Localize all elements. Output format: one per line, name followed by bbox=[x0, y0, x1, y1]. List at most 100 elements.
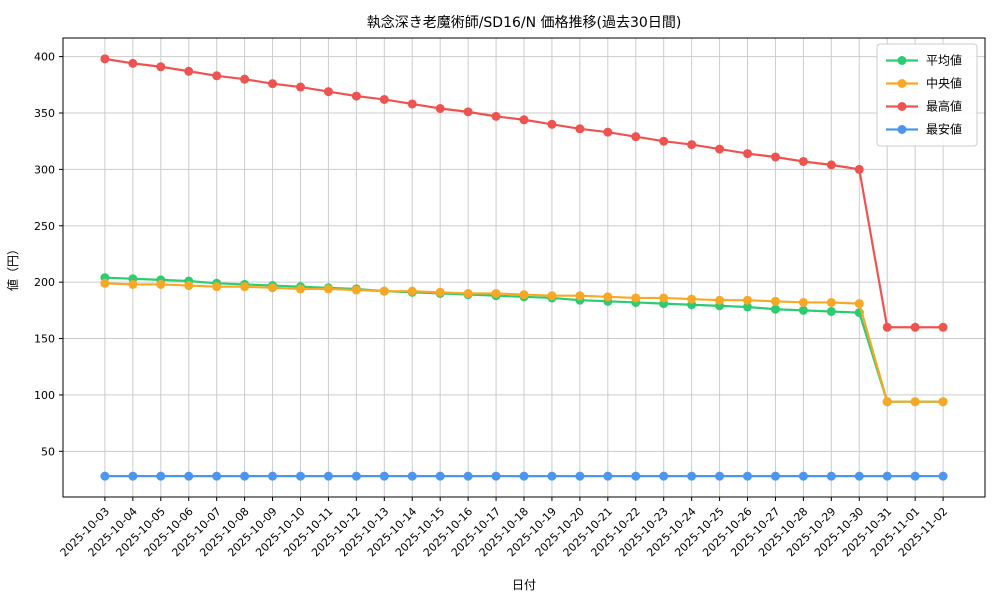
data-point-min bbox=[631, 471, 641, 481]
data-point-min bbox=[603, 471, 613, 481]
data-point-average bbox=[770, 304, 780, 314]
data-point-max bbox=[798, 156, 808, 166]
data-point-max bbox=[547, 119, 557, 129]
data-point-max bbox=[854, 164, 864, 174]
data-point-median bbox=[463, 288, 473, 298]
data-point-max bbox=[910, 322, 920, 332]
data-point-min bbox=[547, 471, 557, 481]
data-point-median bbox=[212, 282, 222, 292]
legend-label-average: 平均値 bbox=[926, 53, 962, 68]
data-point-average bbox=[826, 306, 836, 316]
data-point-min bbox=[659, 471, 669, 481]
y-tick-label: 300 bbox=[34, 163, 55, 176]
data-point-median bbox=[519, 290, 529, 300]
y-tick-label: 350 bbox=[34, 107, 55, 120]
data-point-median bbox=[435, 287, 445, 297]
data-point-min bbox=[379, 471, 389, 481]
data-point-max bbox=[882, 322, 892, 332]
data-point-median bbox=[743, 295, 753, 305]
data-point-max bbox=[184, 66, 194, 76]
data-point-max bbox=[687, 140, 697, 150]
data-point-max bbox=[435, 103, 445, 113]
data-point-median bbox=[351, 285, 361, 295]
legend-marker-average bbox=[897, 56, 907, 65]
data-point-median bbox=[491, 288, 501, 298]
data-point-max bbox=[826, 160, 836, 170]
data-point-median bbox=[240, 282, 250, 292]
data-point-min bbox=[128, 471, 138, 481]
data-point-median bbox=[128, 279, 138, 289]
data-point-min bbox=[715, 471, 725, 481]
data-point-median bbox=[575, 291, 585, 301]
data-point-median bbox=[938, 397, 948, 407]
data-point-min bbox=[407, 471, 417, 481]
data-point-max bbox=[268, 79, 278, 89]
chart-title: 執念深き老魔術師/SD16/N 価格推移(過去30日間) bbox=[367, 14, 682, 31]
data-point-min bbox=[798, 471, 808, 481]
data-point-median bbox=[547, 291, 557, 301]
data-point-median bbox=[100, 278, 110, 288]
data-point-max bbox=[128, 58, 138, 68]
y-tick-label: 250 bbox=[34, 220, 55, 233]
data-point-max bbox=[743, 149, 753, 159]
y-tick-label: 150 bbox=[34, 333, 55, 346]
data-point-max bbox=[156, 62, 166, 72]
data-point-min bbox=[687, 471, 697, 481]
data-point-median bbox=[631, 293, 641, 303]
data-point-median bbox=[854, 299, 864, 309]
data-point-median bbox=[407, 286, 417, 296]
data-point-median bbox=[156, 279, 166, 289]
data-point-max bbox=[212, 71, 222, 81]
data-point-median bbox=[268, 283, 278, 293]
data-point-min bbox=[435, 471, 445, 481]
data-point-max bbox=[519, 115, 529, 125]
data-point-median bbox=[295, 284, 305, 294]
data-point-min bbox=[938, 471, 948, 481]
data-point-median bbox=[798, 297, 808, 307]
data-point-average bbox=[798, 305, 808, 315]
legend-box bbox=[876, 43, 978, 147]
legend-marker-max bbox=[897, 102, 907, 111]
data-point-min bbox=[323, 471, 333, 481]
data-point-median bbox=[770, 296, 780, 306]
data-point-average bbox=[743, 302, 753, 312]
data-point-max bbox=[295, 82, 305, 92]
x-axis-label: 日付 bbox=[512, 578, 536, 592]
data-point-median bbox=[687, 294, 697, 304]
legend-label-min: 最安値 bbox=[926, 122, 962, 137]
data-point-max bbox=[240, 74, 250, 84]
data-point-min bbox=[295, 471, 305, 481]
data-point-min bbox=[351, 471, 361, 481]
data-point-median bbox=[323, 284, 333, 294]
data-point-min bbox=[910, 471, 920, 481]
data-point-median bbox=[910, 397, 920, 407]
data-point-max bbox=[491, 111, 501, 121]
data-point-min bbox=[463, 471, 473, 481]
legend-label-median: 中央値 bbox=[926, 76, 962, 91]
y-tick-label: 200 bbox=[34, 276, 55, 289]
data-point-min bbox=[882, 471, 892, 481]
legend-marker-median bbox=[897, 79, 907, 88]
data-point-min bbox=[826, 471, 836, 481]
data-point-max bbox=[575, 124, 585, 134]
data-point-median bbox=[184, 281, 194, 291]
data-point-max bbox=[631, 132, 641, 142]
data-point-min bbox=[156, 471, 166, 481]
data-point-max bbox=[770, 152, 780, 162]
data-point-median bbox=[882, 397, 892, 407]
data-point-min bbox=[100, 471, 110, 481]
y-tick-label: 400 bbox=[34, 51, 55, 64]
y-tick-label: 50 bbox=[41, 445, 55, 458]
data-point-median bbox=[603, 292, 613, 302]
data-point-max bbox=[938, 322, 948, 332]
data-point-max bbox=[379, 94, 389, 104]
data-point-max bbox=[659, 136, 669, 146]
data-point-median bbox=[379, 286, 389, 296]
legend-label-max: 最高値 bbox=[926, 99, 962, 114]
data-point-median bbox=[715, 295, 725, 305]
data-point-max bbox=[603, 127, 613, 137]
data-point-min bbox=[184, 471, 194, 481]
